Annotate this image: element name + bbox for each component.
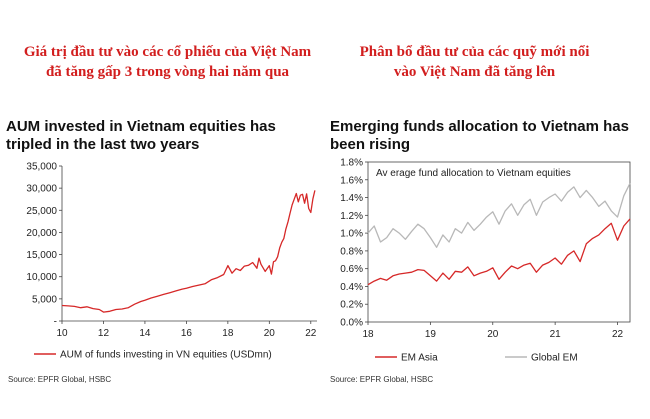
- chart-title-allocation: Emerging funds allocation to Vietnam has…: [330, 118, 629, 153]
- y-tick-label: 0.8%: [340, 246, 363, 257]
- legend-label: Global EM: [531, 353, 578, 364]
- x-tick-label: 19: [425, 329, 437, 340]
- x-tick-label: 22: [305, 328, 317, 339]
- legend-label: AUM of funds investing in VN equities (U…: [60, 350, 272, 361]
- x-tick-label: 20: [487, 329, 499, 340]
- x-tick-label: 16: [181, 328, 193, 339]
- chart-annotation: Av erage fund allocation to Vietnam equi…: [376, 168, 571, 179]
- aum-line-chart: - 5,000 10,000 15,000 20,000 25,000 30,000 35,0…: [26, 162, 317, 361]
- y-tick-label: 5,000: [32, 294, 57, 305]
- y-tick-label: 0.2%: [340, 300, 363, 311]
- x-tick-label: 18: [222, 328, 234, 339]
- series-line-em-asia: [367, 218, 631, 286]
- x-tick-label: 10: [56, 328, 68, 339]
- legend-label: EM Asia: [401, 353, 438, 364]
- x-tick-label: 12: [98, 328, 110, 339]
- source-note-right: Source: EPFR Global, HSBC: [330, 375, 434, 384]
- y-tick-label: 30,000: [26, 184, 57, 195]
- y-tick-label: 1.4%: [340, 193, 363, 204]
- chart-title-aum: AUM invested in Vietnam equities has tri…: [6, 118, 276, 153]
- y-tick-label: 25,000: [26, 206, 57, 217]
- y-tick-label: 35,000: [26, 162, 57, 173]
- allocation-line-chart: 0.0% 0.2% 0.4% 0.6% 0.8% 1.0% 1.2% 1.4% 1.6% 1.8%…: [340, 158, 631, 364]
- plot-frame: [367, 161, 631, 323]
- headline-right: Phân bổ đầu tư của các quỹ mới nổi vào V…: [359, 44, 590, 80]
- y-tick-label: 1.0%: [340, 229, 363, 240]
- y-tick-label: 20,000: [26, 228, 57, 239]
- y-tick-label: 1.8%: [340, 158, 363, 169]
- y-tick-label: -: [54, 317, 57, 328]
- y-tick-label: 0.0%: [340, 318, 363, 329]
- y-tick-label: 10,000: [26, 272, 57, 283]
- x-tick-label: 20: [264, 328, 276, 339]
- headline-left: Giá trị đầu tư vào các cổ phiếu của Việt…: [23, 44, 312, 80]
- series-line-aum-of-funds-investing-in-vn-equities-usdmn: [61, 190, 316, 313]
- y-tick-label: 15,000: [26, 250, 57, 261]
- series-line-global-em: [367, 183, 631, 248]
- y-tick-label: 0.6%: [340, 264, 363, 275]
- x-tick-label: 18: [362, 329, 374, 340]
- x-tick-label: 14: [139, 328, 151, 339]
- source-note-left: Source: EPFR Global, HSBC: [8, 375, 112, 384]
- x-tick-label: 22: [612, 329, 624, 340]
- x-tick-label: 21: [550, 329, 562, 340]
- y-tick-label: 1.2%: [340, 211, 363, 222]
- y-tick-label: 1.6%: [340, 175, 363, 186]
- y-tick-label: 0.4%: [340, 282, 363, 293]
